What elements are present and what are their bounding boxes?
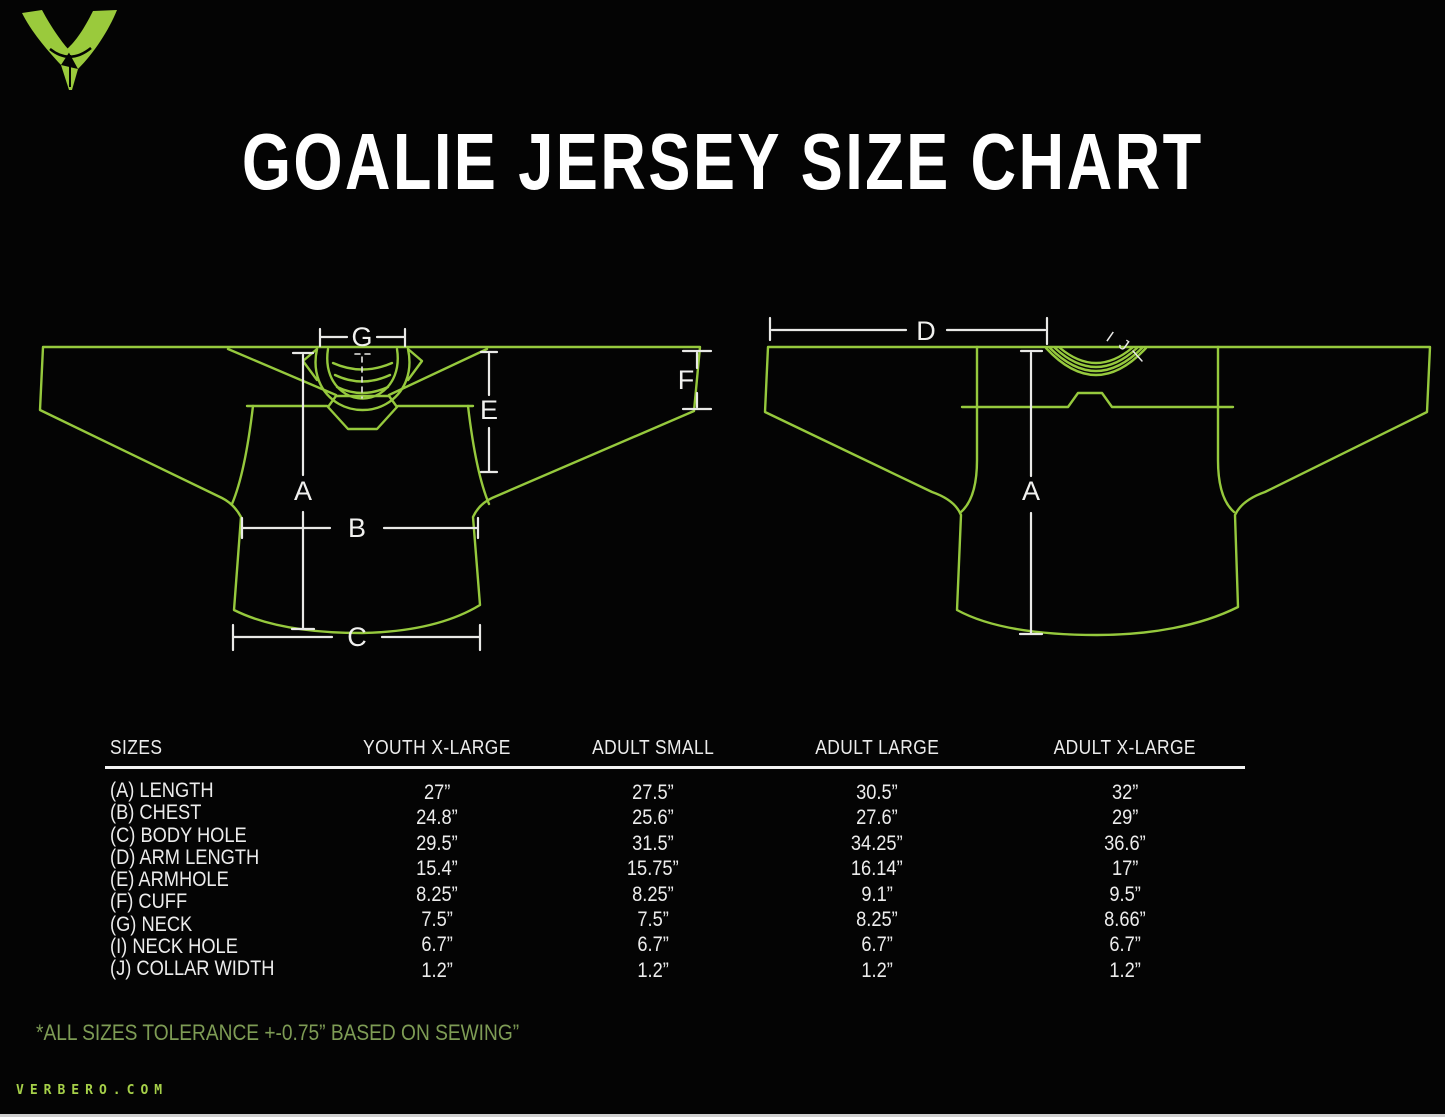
table-cell: 9.5” (1109, 882, 1141, 906)
row-label-body-hole: (C) BODY HOLE (110, 823, 247, 847)
front-measure-lines (231, 327, 713, 652)
back-jersey-diagram (763, 345, 1432, 637)
table-cell: 36.6” (1104, 831, 1146, 855)
front-jersey-outline (38, 345, 702, 635)
front-armhole-left (230, 404, 255, 506)
measure-a-line-back (1018, 349, 1044, 636)
tolerance-footnote: *ALL SIZES TOLERANCE +-0.75” BASED ON SE… (36, 1020, 520, 1045)
back-collar-arcs (1044, 346, 1148, 377)
measure-label-b: B (348, 513, 366, 543)
table-header-youth-x-large: YOUTH X-LARGE (363, 737, 511, 759)
row-label-collar-width: (J) COLLAR WIDTH (110, 957, 275, 981)
measure-label-j: J (1115, 336, 1131, 355)
table-cell: 1.2” (861, 958, 893, 982)
table-cell: 27.6” (856, 806, 898, 830)
table-cell: 29.5” (416, 831, 458, 855)
site-url-text: VERBERO.COM (16, 1083, 169, 1098)
bottom-border-line (0, 1114, 1445, 1117)
table-row-labels: (A) LENGTH (B) CHEST (C) BODY HOLE (D) A… (110, 779, 299, 981)
front-collar-outer (314, 347, 411, 412)
measure-d-bracket (768, 316, 1049, 346)
table-cell: 8.25” (416, 882, 458, 906)
table-cell: 6.7” (637, 933, 669, 957)
row-label-neck: (G) NECK (110, 912, 193, 936)
row-label-armhole: (E) ARMHOLE (110, 868, 229, 892)
table-cell: 15.4” (416, 857, 458, 881)
table-cell: 25.6” (632, 806, 674, 830)
front-collar-tip-right (406, 347, 424, 382)
table-cell: 30.5” (856, 781, 898, 804)
measure-label-a-back: A (1022, 476, 1040, 506)
table-cell: 1.2” (1109, 958, 1141, 982)
back-measure-labels: D A I J (916, 316, 1131, 506)
back-armhole-right (1216, 345, 1236, 514)
table-cell: 27.5” (632, 781, 674, 804)
back-measure-lines (768, 316, 1143, 636)
back-yoke-seam (960, 391, 1235, 409)
measure-ij-leader (1132, 350, 1143, 362)
table-cell: 27” (423, 781, 451, 804)
page-title: GOALIE JERSEY SIZE CHART (241, 117, 1204, 206)
front-measure-labels: G A B C E F (294, 322, 694, 652)
measure-e-line (479, 350, 499, 474)
measure-f-bracket (681, 349, 713, 411)
table-cell: 6.7” (421, 933, 453, 957)
table-cell: 8.66” (1104, 908, 1146, 932)
values-adult-small: 27.5” 25.6” 31.5” 15.75” 8.25” 7.5” 6.7”… (553, 780, 753, 983)
table-cell: 7.5” (637, 908, 669, 932)
measure-label-i: I (1103, 329, 1116, 345)
table-header-adult-large: ADULT LARGE (814, 737, 940, 759)
row-label-cuff: (F) CUFF (110, 890, 188, 914)
table-cell: 6.7” (861, 933, 893, 957)
table-cell: 8.25” (856, 908, 898, 932)
measure-c-bracket (231, 623, 482, 652)
table-header-adult-x-large: ADULT X-LARGE (1053, 737, 1197, 759)
measure-a-line-front (290, 351, 316, 631)
values-adult-large: 30.5” 27.6” 34.25” 16.14” 9.1” 8.25” 6.7… (777, 780, 977, 983)
measure-g-dropline (354, 353, 371, 399)
measure-label-a-front: A (294, 476, 312, 506)
front-armhole-right (466, 404, 491, 506)
table-cell: 32” (1111, 781, 1139, 804)
table-cell: 1.2” (637, 958, 669, 982)
back-armhole-left (959, 345, 979, 514)
measure-g-bracket (318, 327, 407, 348)
measure-label-g: G (351, 322, 372, 352)
measure-label-e: E (480, 395, 498, 425)
table-cell: 34.25” (851, 831, 903, 855)
front-yoke-seam-right (387, 347, 489, 397)
table-cell: 17” (1111, 857, 1139, 881)
front-jersey-diagram (38, 345, 702, 635)
table-header-rule (105, 766, 1245, 769)
measure-label-c: C (347, 622, 367, 652)
values-adult-x-large: 32” 29” 36.6” 17” 9.5” 8.66” 6.7” 1.2” (1025, 780, 1225, 983)
table-cell: 7.5” (421, 908, 453, 932)
table-cell: 15.75” (627, 857, 679, 881)
table-cell: 24.8” (416, 806, 458, 830)
table-cell: 16.14” (851, 857, 903, 881)
measure-label-d: D (916, 316, 936, 346)
table-cell: 6.7” (1109, 933, 1141, 957)
row-label-length: (A) LENGTH (110, 779, 214, 802)
row-label-arm-length: (D) ARM LENGTH (110, 845, 260, 869)
values-youth-x-large: 27” 24.8” 29.5” 15.4” 8.25” 7.5” 6.7” 1.… (337, 780, 537, 983)
table-cell: 31.5” (632, 831, 674, 855)
row-label-chest: (B) CHEST (110, 801, 202, 825)
front-yoke-seam-left (226, 347, 338, 397)
measure-b-line (240, 516, 480, 540)
measure-label-f: F (678, 365, 695, 395)
table-cell: 8.25” (632, 882, 674, 906)
verbero-logo-icon (22, 10, 117, 90)
row-label-neck-hole: (I) NECK HOLE (110, 935, 238, 959)
table-cell: 9.1” (861, 882, 893, 906)
front-collar-bib (326, 394, 399, 431)
back-jersey-outline (763, 345, 1432, 637)
table-cell: 29” (1111, 806, 1139, 830)
table-cell: 1.2” (421, 958, 453, 982)
table-header-sizes: SIZES (110, 737, 163, 759)
table-header-adult-small: ADULT SMALL (591, 737, 715, 759)
